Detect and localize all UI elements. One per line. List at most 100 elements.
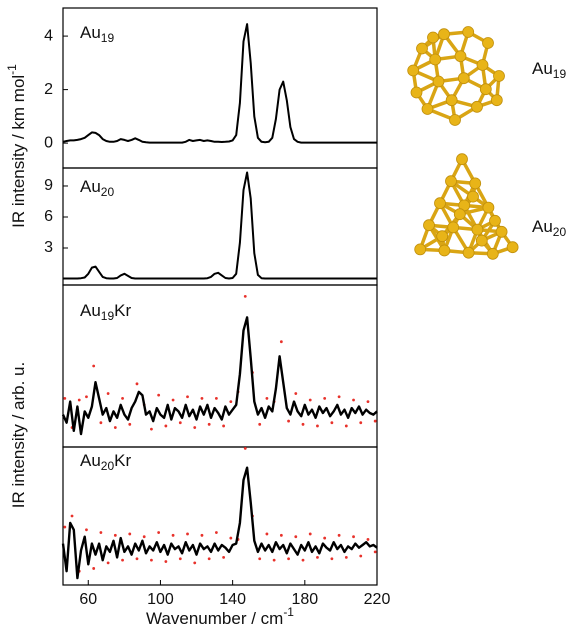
y-axis-label-base: IR intensity / km mol bbox=[9, 75, 28, 228]
data-point bbox=[316, 425, 319, 428]
data-point bbox=[280, 340, 283, 343]
x-tick-label: 60 bbox=[79, 591, 97, 608]
data-point bbox=[85, 528, 88, 531]
data-point bbox=[128, 533, 131, 536]
data-point bbox=[323, 397, 326, 400]
structure-label: Au19 bbox=[532, 59, 566, 81]
atom bbox=[450, 115, 461, 126]
panel-label: Au19 bbox=[80, 23, 114, 45]
data-point bbox=[359, 555, 362, 558]
data-point bbox=[374, 550, 377, 553]
x-tick-label: 220 bbox=[364, 591, 391, 608]
data-point bbox=[107, 562, 110, 565]
atom bbox=[424, 220, 435, 231]
atom bbox=[454, 209, 465, 220]
atom bbox=[483, 202, 494, 213]
structure-label-sub: 20 bbox=[553, 225, 567, 239]
data-point bbox=[71, 515, 74, 518]
data-point bbox=[302, 559, 305, 562]
x-tick-label: 180 bbox=[291, 591, 318, 608]
atom bbox=[417, 43, 428, 54]
atom bbox=[422, 104, 433, 115]
data-point bbox=[302, 423, 305, 426]
data-point bbox=[99, 531, 102, 534]
panel-label-after: Kr bbox=[114, 451, 131, 470]
atom bbox=[476, 235, 487, 246]
atom bbox=[487, 248, 498, 259]
y-tick-label: 2 bbox=[44, 81, 53, 98]
panel-label: Au20Kr bbox=[80, 451, 131, 473]
data-point bbox=[258, 557, 261, 560]
data-point bbox=[258, 423, 261, 426]
data-point bbox=[208, 423, 211, 426]
data-point bbox=[172, 534, 175, 537]
panel-label-after: Kr bbox=[114, 301, 131, 320]
y-axis-label-sup: -1 bbox=[5, 64, 19, 75]
data-point bbox=[193, 426, 196, 429]
structure-label-base: Au bbox=[532, 59, 553, 78]
data-point bbox=[352, 535, 355, 538]
data-point bbox=[244, 447, 247, 450]
data-point bbox=[287, 420, 290, 423]
atom bbox=[490, 215, 501, 226]
atom bbox=[468, 191, 479, 202]
atom bbox=[472, 224, 483, 235]
figure: 024Au19369Au20Au19Kr60100140180220Au20Kr… bbox=[0, 0, 579, 633]
y-axis-label-base: IR intensity / arb. u. bbox=[9, 362, 28, 508]
data-point bbox=[164, 425, 167, 428]
data-point bbox=[294, 392, 297, 395]
data-point bbox=[316, 556, 319, 559]
panel-label-base: Au bbox=[80, 23, 101, 42]
data-point bbox=[338, 534, 341, 537]
data-point bbox=[352, 399, 355, 402]
panel-label-sub: 20 bbox=[101, 459, 115, 473]
atom bbox=[439, 29, 450, 40]
data-point bbox=[330, 421, 333, 424]
data-point bbox=[164, 560, 167, 563]
data-point bbox=[208, 557, 211, 560]
data-point bbox=[150, 559, 153, 562]
panel-label-base: Au bbox=[80, 177, 101, 196]
atom bbox=[458, 73, 469, 84]
data-point bbox=[92, 365, 95, 368]
data-point bbox=[222, 556, 225, 559]
data-point bbox=[323, 537, 326, 540]
atom bbox=[446, 95, 457, 106]
data-point bbox=[179, 421, 182, 424]
atom bbox=[470, 178, 481, 189]
y-axis-label: IR intensity / arb. u. bbox=[9, 362, 28, 508]
data-point bbox=[244, 295, 247, 298]
y-tick-label: 9 bbox=[44, 177, 53, 194]
y-axis-label: IR intensity / km mol-1 bbox=[5, 64, 28, 228]
atom bbox=[430, 54, 441, 65]
data-point bbox=[114, 534, 117, 537]
atom bbox=[433, 76, 444, 87]
data-point bbox=[99, 421, 102, 424]
atom bbox=[483, 38, 494, 49]
data-point bbox=[121, 559, 124, 562]
data-point bbox=[266, 533, 269, 536]
data-point bbox=[359, 421, 362, 424]
atom bbox=[446, 176, 457, 187]
data-point bbox=[179, 557, 182, 560]
x-tick-label: 140 bbox=[219, 591, 246, 608]
atom bbox=[435, 198, 446, 209]
data-point bbox=[201, 397, 204, 400]
data-point bbox=[215, 397, 218, 400]
data-point bbox=[193, 562, 196, 565]
x-axis-label: Wavenumber / cm-1 bbox=[146, 605, 294, 628]
atom bbox=[491, 95, 502, 106]
atom bbox=[477, 60, 488, 71]
data-point bbox=[338, 395, 341, 398]
panel-label-sub: 20 bbox=[101, 185, 115, 199]
data-point bbox=[374, 420, 377, 423]
structure-label-base: Au bbox=[532, 217, 553, 236]
data-point bbox=[309, 399, 312, 402]
data-point bbox=[172, 399, 175, 402]
x-tick-label: 100 bbox=[147, 591, 174, 608]
data-point bbox=[266, 397, 269, 400]
atom bbox=[428, 32, 439, 43]
data-point bbox=[121, 397, 124, 400]
panel-label-base: Au bbox=[80, 301, 101, 320]
data-point bbox=[85, 395, 88, 398]
